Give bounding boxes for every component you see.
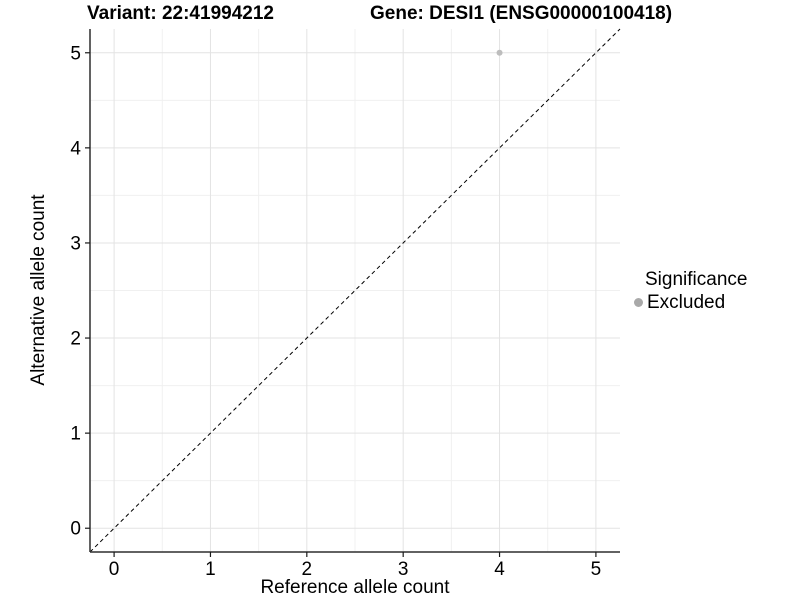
- identity-line: [89, 28, 621, 553]
- x-tick-label: 0: [109, 559, 120, 580]
- legend-item-label: Excluded: [647, 292, 726, 313]
- y-tick-label: 3: [70, 233, 81, 254]
- y-axis-title: Alternative allele count: [28, 194, 49, 386]
- y-tick-label: 5: [70, 43, 81, 64]
- legend-item-excluded: Excluded: [630, 292, 747, 313]
- variant-title: Variant: 22:41994212: [87, 3, 274, 24]
- legend-point-icon: [634, 298, 643, 307]
- x-tick-label: 5: [591, 559, 602, 580]
- x-tick-label: 1: [205, 559, 216, 580]
- y-tick-label: 0: [70, 519, 81, 540]
- data-point: [496, 49, 503, 56]
- legend-title: Significance: [645, 269, 748, 290]
- gene-title: Gene: DESI1 (ENSG00000100418): [370, 3, 673, 24]
- y-tick-label: 4: [70, 138, 81, 159]
- y-tick-label: 1: [70, 424, 81, 445]
- x-axis-title: Reference allele count: [260, 577, 450, 598]
- x-tick-label: 3: [398, 559, 409, 580]
- legend: Significance Excluded: [630, 269, 747, 313]
- x-tick-label: 4: [494, 559, 505, 580]
- x-tick-label: 2: [302, 559, 313, 580]
- y-tick-label: 2: [70, 329, 81, 350]
